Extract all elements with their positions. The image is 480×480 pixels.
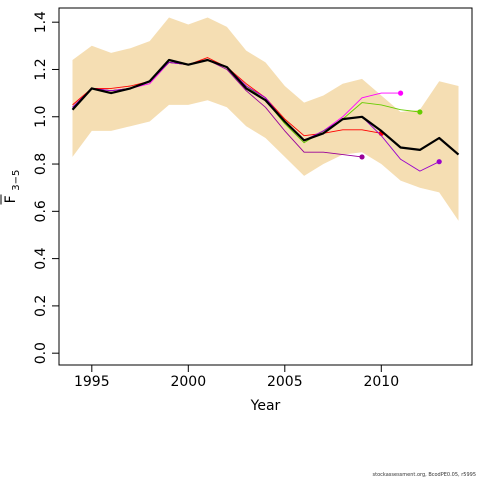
y-axis-title-subscript: 3−5 [11,170,22,191]
series-line-0 [71,58,460,156]
x-tick-label: 2010 [363,374,399,390]
confidence-band-layer [72,17,459,221]
x-axis-title: Year [250,398,281,414]
series-end-point-3 [417,109,423,115]
y-tick-label: 1.0 [33,106,49,128]
y-tick-label: 1.2 [33,58,49,80]
series-end-point-4 [359,154,365,160]
y-tick-label: 0.6 [33,200,49,222]
plot-frame [58,7,473,366]
x-tick-label: 2000 [170,374,206,390]
y-tick-label: 0.2 [33,295,49,317]
series-layer [71,57,460,172]
x-tick-label: 2005 [267,374,303,390]
y-tick-label: 0.8 [33,153,49,175]
confidence-band [72,17,459,221]
ticks-layer: 1995 2000 2005 2010 0.0 0.2 0.4 0.6 0.8 1.0 1.2 1.4 [33,11,399,390]
y-tick-label: 0.0 [33,342,49,364]
y-axis-title-main: F [3,195,19,203]
y-tick-label: 1.4 [33,11,49,33]
series-end-point-2 [397,90,404,96]
y-axis-title-text: F 3−5 [3,170,22,204]
series-end-point-5 [436,159,442,165]
axes-layer [58,7,473,366]
y-tick-label: 0.4 [33,247,49,269]
x-tick-label: 1995 [74,374,110,390]
footer-credit: stockassessment.org, BcodPE0.05, r5995 [372,472,476,478]
y-axis-title: F 3−5 [0,170,22,205]
